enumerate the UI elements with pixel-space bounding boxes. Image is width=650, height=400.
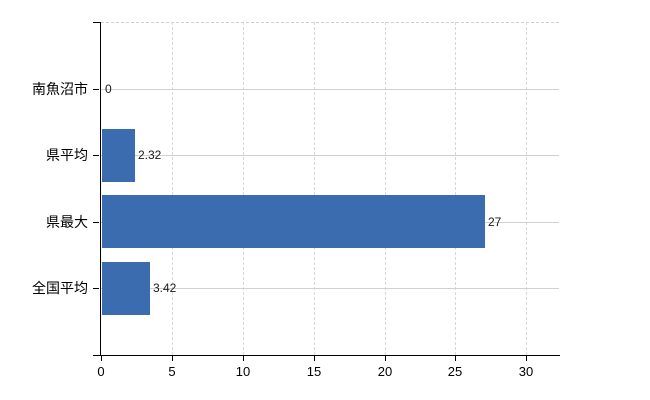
grid-line-vertical [172, 22, 173, 355]
grid-line-horizontal [101, 89, 559, 90]
x-tick [172, 356, 173, 361]
plot-top-border [101, 22, 559, 23]
x-tick-label: 20 [377, 364, 393, 379]
category-tick [93, 155, 99, 156]
grid-line-vertical [385, 22, 386, 355]
bar-value-label: 0 [105, 82, 112, 96]
category-label: 県最大 [46, 214, 88, 230]
x-tick [243, 356, 244, 361]
x-tick-label: 25 [447, 364, 463, 379]
bar [102, 262, 150, 315]
x-tick-label: 5 [168, 364, 176, 379]
bar [102, 195, 485, 248]
x-tick [314, 356, 315, 361]
category-label: 南魚沼市 [32, 81, 88, 97]
y-axis-end-tick [93, 22, 100, 23]
x-tick-label: 15 [306, 364, 322, 379]
y-axis-line [100, 22, 101, 356]
grid-line-vertical [243, 22, 244, 355]
category-tick [93, 89, 99, 90]
bar-value-label: 27 [488, 215, 502, 229]
category-tick [93, 288, 99, 289]
x-tick-label: 30 [518, 364, 534, 379]
x-tick [455, 356, 456, 361]
bar-value-label: 2.32 [138, 148, 162, 162]
x-tick-label: 10 [235, 364, 251, 379]
grid-line-horizontal [101, 288, 559, 289]
category-label: 全国平均 [32, 280, 88, 296]
x-tick [526, 356, 527, 361]
grid-line-vertical [455, 22, 456, 355]
grid-line-horizontal [101, 155, 559, 156]
grid-line-vertical [314, 22, 315, 355]
bar [102, 129, 135, 182]
x-tick [385, 356, 386, 361]
x-axis-line [93, 355, 560, 356]
x-tick-label: 0 [97, 364, 105, 379]
grid-line-vertical [526, 22, 527, 355]
bar-value-label: 3.42 [153, 281, 177, 295]
category-tick [93, 222, 99, 223]
x-tick [101, 356, 102, 361]
category-label: 県平均 [46, 147, 88, 163]
